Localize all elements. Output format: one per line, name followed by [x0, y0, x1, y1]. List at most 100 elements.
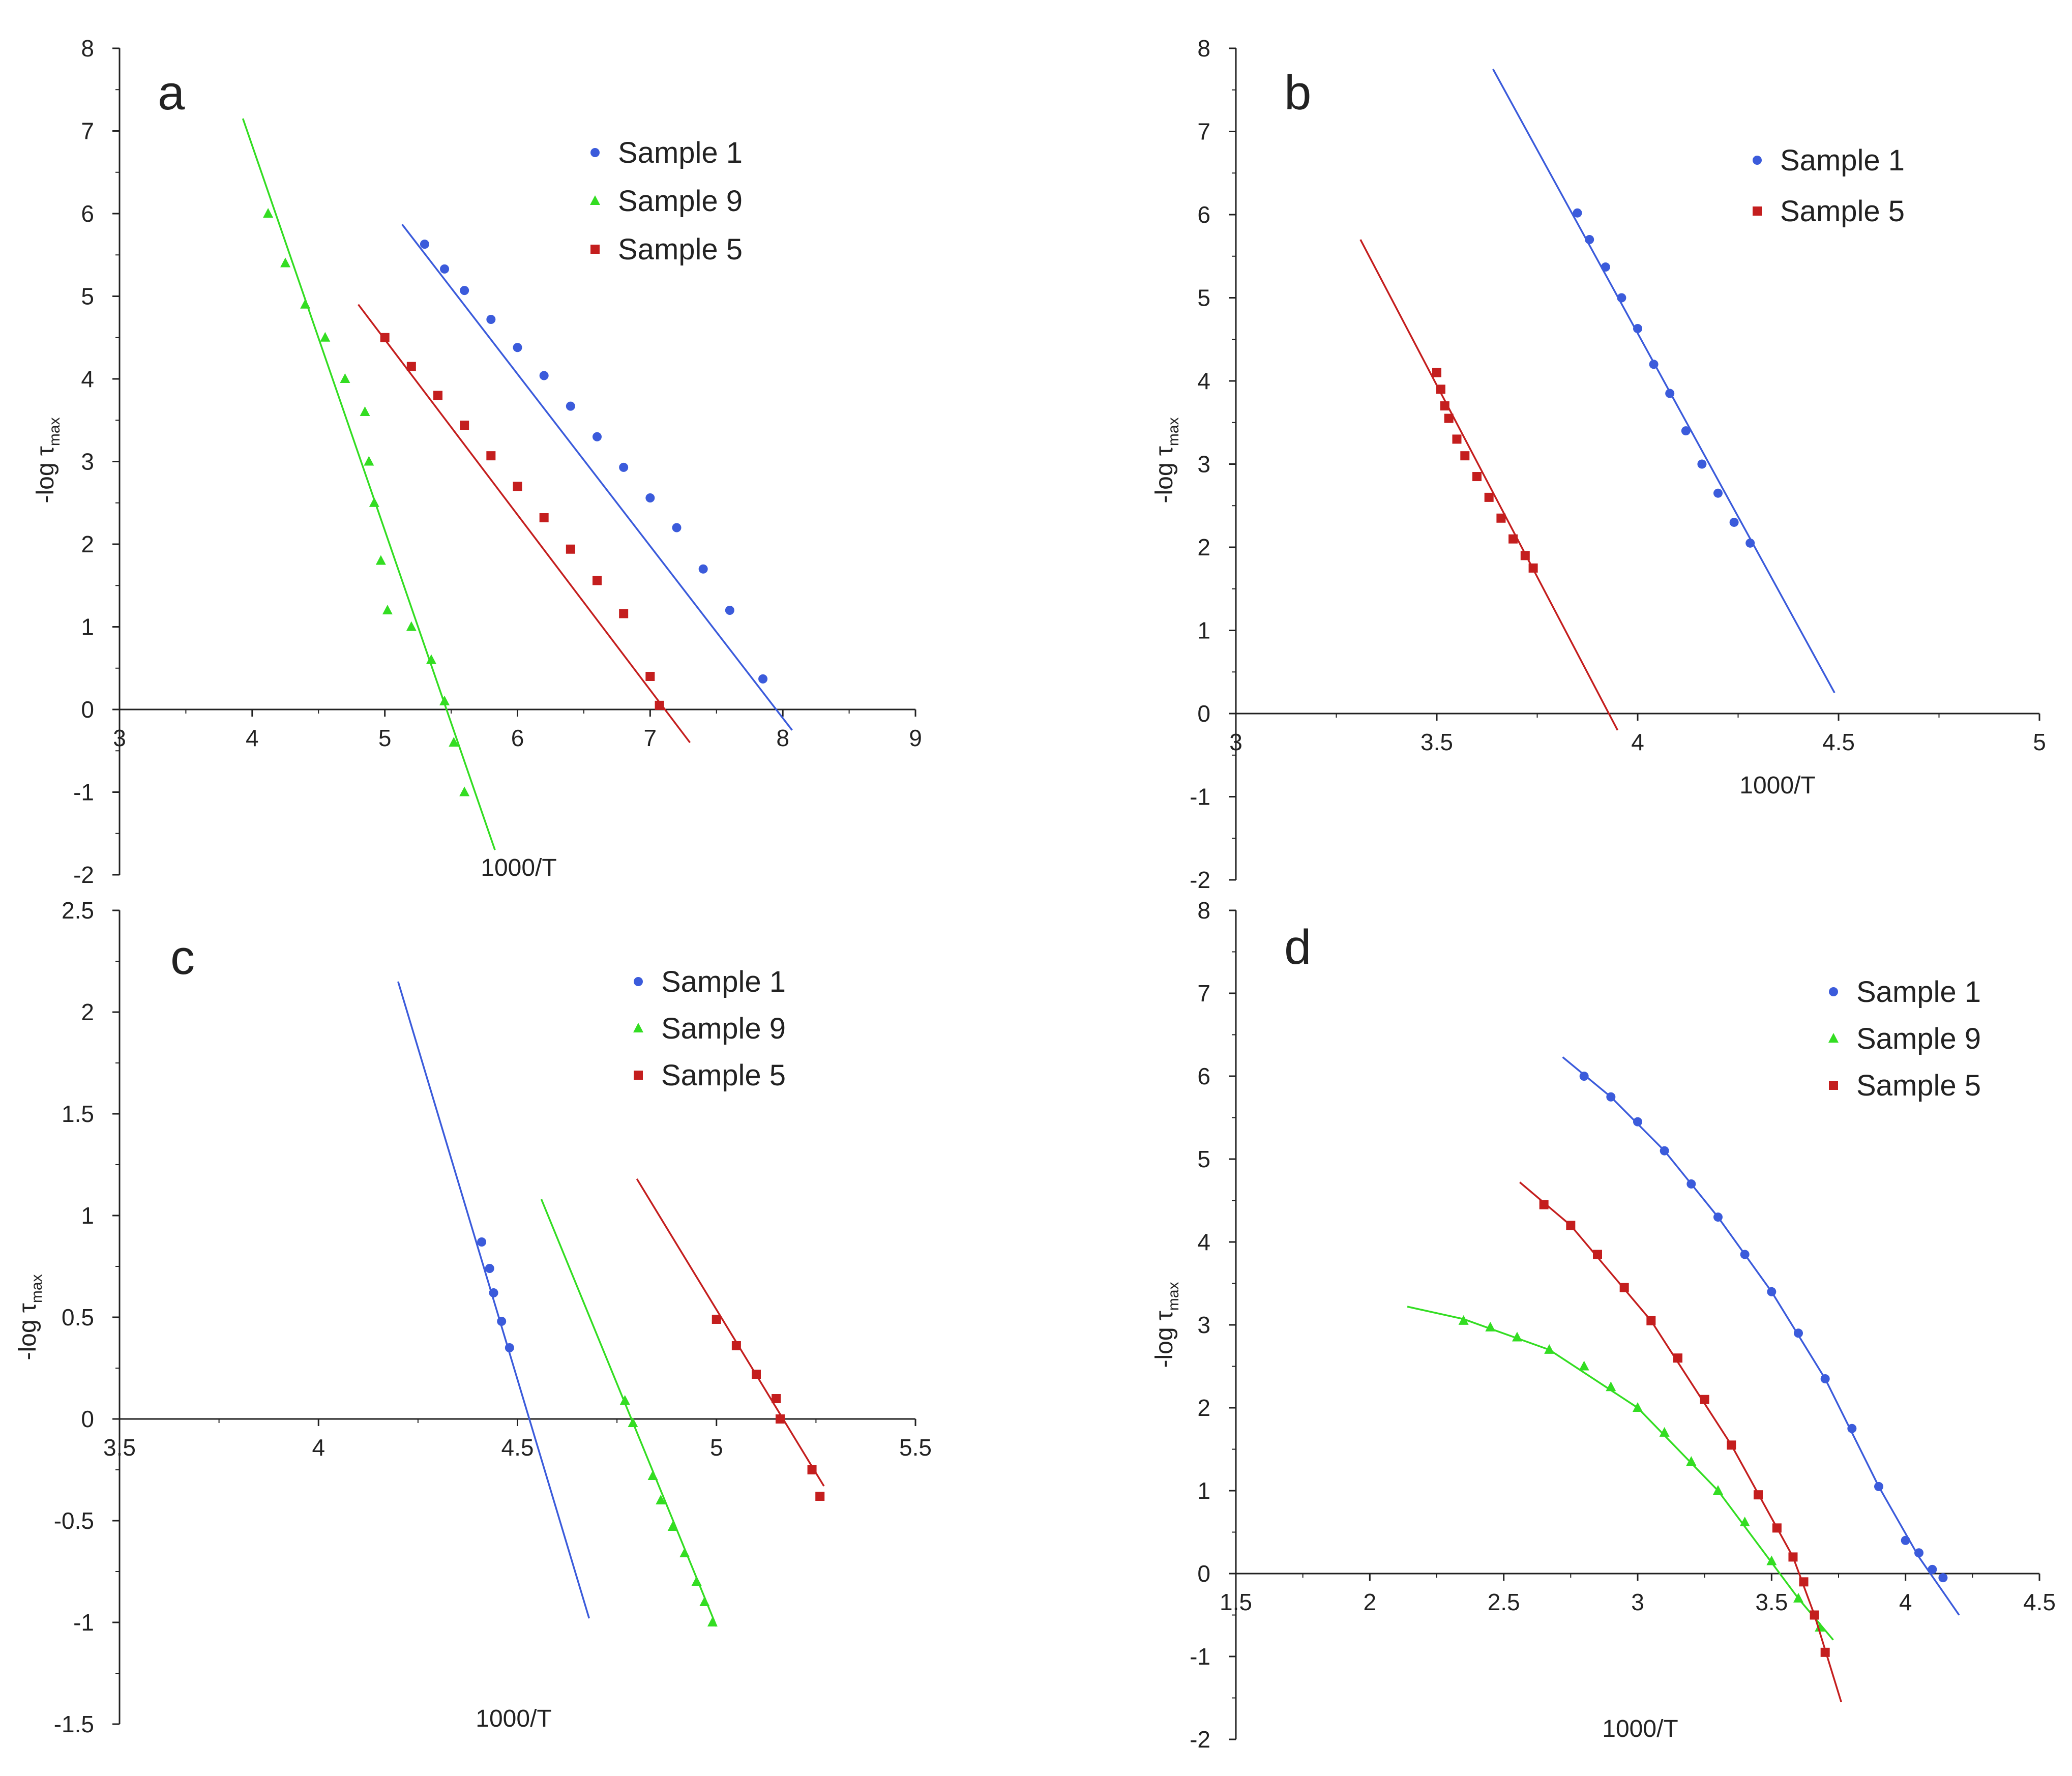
sample-9-point	[1606, 1381, 1616, 1392]
sample-9-point	[1659, 1427, 1670, 1437]
sample-9-point	[375, 555, 386, 565]
y-tick-label: -2	[73, 862, 94, 888]
y-tick-label: 0	[1197, 700, 1210, 727]
x-tick-label: 4	[1631, 729, 1644, 755]
sample-5-point	[1593, 1250, 1602, 1259]
x-tick-label: 4	[1899, 1589, 1912, 1615]
legend-label-sample-1: Sample 1	[661, 965, 786, 998]
sample-1-point	[1579, 1072, 1589, 1081]
sample-1-point	[619, 462, 629, 472]
sample-5-point	[619, 609, 629, 618]
legend-marker-sample-1	[1753, 156, 1762, 165]
sample-5-point	[513, 482, 522, 491]
y-tick-label: -1.5	[54, 1711, 94, 1737]
sample-9-point	[628, 1417, 638, 1427]
sample-9-point	[1512, 1331, 1522, 1342]
sample-1-point	[1740, 1250, 1750, 1259]
sample-5-point	[731, 1341, 741, 1350]
x-tick-label: 8	[776, 725, 789, 751]
x-tick-label: 5	[378, 725, 392, 751]
legend-label-sample-5: Sample 5	[1856, 1069, 1981, 1102]
sample-5-fit-line	[1519, 1181, 1842, 1703]
x-axis-title: 1000/T	[1602, 1715, 1678, 1742]
sample-5-point	[433, 391, 442, 400]
sample-9-point	[426, 654, 436, 664]
sample-1-point	[1713, 488, 1723, 498]
y-tick-label: 2.5	[62, 897, 94, 924]
y-axis-title-main: -log τ	[14, 1303, 41, 1360]
sample-1-point	[513, 343, 522, 352]
panel-a: -2 -1 0 1 2 3 4 5 6 7 8 3 4 5 6 7 8 9 1000/T -log τmax a Samp…	[32, 35, 922, 888]
sample-5-point	[1440, 401, 1449, 411]
legend-label-sample-9: Sample 9	[618, 185, 743, 218]
y-tick-label: -0.5	[54, 1507, 94, 1534]
sample-5-point	[815, 1492, 825, 1501]
x-tick-label: 3.5	[1755, 1589, 1788, 1615]
sample-5-point	[593, 576, 602, 585]
sample-1-point	[1820, 1374, 1830, 1383]
legend-marker-sample-9	[633, 1023, 643, 1032]
sample-9-point	[369, 497, 379, 507]
x-tick-label: 7	[644, 725, 657, 751]
sample-5-point	[1436, 384, 1445, 394]
sample-5-point	[1700, 1395, 1709, 1404]
y-tick-label: 7	[1197, 980, 1210, 1007]
sample-5-fit-line	[358, 304, 691, 744]
x-axis-title: 1000/T	[476, 1705, 551, 1732]
sample-5-point	[566, 544, 575, 554]
y-tick-label: -1	[1190, 784, 1210, 810]
panel-letter: c	[170, 930, 195, 985]
sample-1-point	[1585, 235, 1594, 245]
sample-1-point	[440, 264, 450, 274]
sample-5-point	[1566, 1221, 1576, 1230]
legend-marker-sample-9	[590, 195, 600, 205]
y-tick-label: 0.5	[62, 1304, 94, 1330]
sample-1-point	[1606, 1092, 1616, 1102]
y-axis-title-subscript: max	[46, 417, 63, 446]
sample-9-fit-line	[540, 1199, 718, 1627]
sample-5-fit-line	[1359, 239, 1619, 731]
legend-marker-sample-5	[1753, 206, 1762, 216]
legend-marker-sample-1	[634, 977, 643, 986]
legend-label-sample-1: Sample 1	[1856, 975, 1981, 1009]
x-tick-label: 4	[246, 725, 259, 751]
sample-5-point	[1646, 1316, 1656, 1325]
sample-5-point	[460, 421, 469, 430]
y-tick-label: 7	[81, 118, 94, 144]
y-tick-label: 6	[1197, 1063, 1210, 1089]
sample-1-point	[645, 493, 655, 502]
y-tick-label: 2	[81, 531, 94, 557]
legend-label-sample-1: Sample 1	[1780, 144, 1905, 177]
sample-9-point	[1739, 1516, 1750, 1526]
sample-1-point	[420, 240, 429, 249]
sample-9-point	[1458, 1315, 1469, 1325]
sample-5-point	[772, 1394, 781, 1403]
sample-1-point	[758, 674, 768, 684]
y-tick-label: 1	[1197, 617, 1210, 644]
sample-1-point	[1767, 1287, 1777, 1296]
x-tick-label: 1.5	[1220, 1589, 1252, 1615]
sample-1-point	[1745, 538, 1755, 548]
sample-9-point	[300, 299, 311, 309]
x-tick-label: 3	[113, 725, 126, 751]
y-tick-label: 2	[81, 999, 94, 1025]
sample-1-point	[566, 401, 575, 411]
y-tick-label: 0	[81, 1406, 94, 1432]
sample-9-point	[656, 1495, 666, 1504]
x-tick-label: 9	[909, 725, 922, 751]
sample-9-point	[406, 621, 417, 631]
sample-9-point	[449, 737, 459, 747]
sample-1-point	[1681, 426, 1691, 436]
sample-1-point	[1573, 208, 1582, 218]
y-tick-label: 3	[1197, 451, 1210, 478]
sample-5-point	[380, 333, 390, 342]
sample-9-point	[679, 1548, 690, 1557]
sample-5-point	[1673, 1353, 1682, 1363]
sample-5-point	[752, 1370, 761, 1379]
sample-5-point	[1444, 413, 1454, 423]
x-tick-label: 3.5	[103, 1434, 136, 1461]
legend-marker-sample-1	[590, 148, 600, 157]
sample-5-point	[1432, 368, 1441, 377]
sample-9-point	[699, 1596, 710, 1606]
x-tick-label: 3	[1631, 1589, 1644, 1615]
